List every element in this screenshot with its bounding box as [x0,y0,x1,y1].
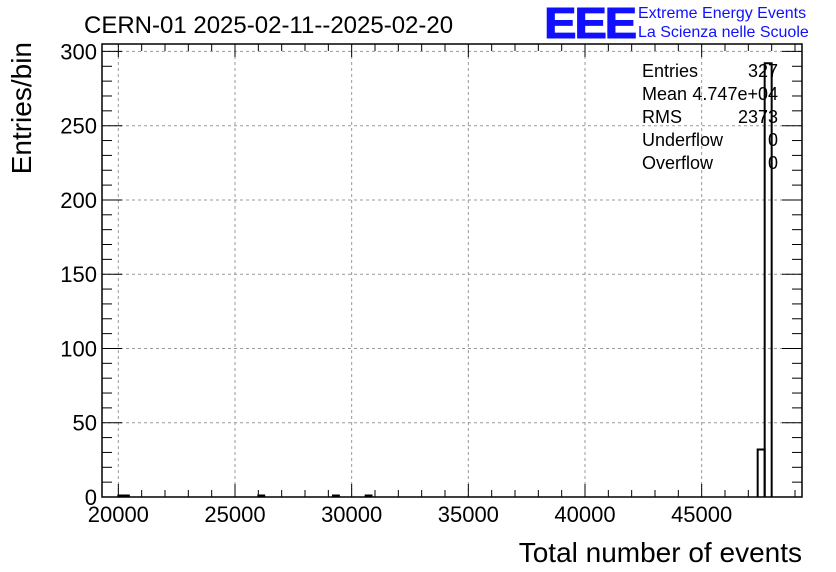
y-axis-label: Entries/bin [6,42,37,174]
x-tick-label: 40000 [554,502,615,527]
histogram-bin [756,448,766,497]
x-tick-label: 25000 [204,502,265,527]
stats-label: Mean [642,84,687,104]
x-tick-label: 45000 [671,502,732,527]
stats-value: 2373 [738,107,778,127]
x-tick-labels: 20000 25000 30000 35000 40000 45000 [88,502,733,527]
stats-value: 4.747e+04 [692,84,778,104]
stats-value: 0 [768,153,778,173]
x-tick-label: 20000 [88,502,149,527]
y-tick-label: 100 [60,336,97,361]
plot-frame [101,43,803,498]
stats-label: Entries [642,61,698,81]
y-tick-label: 250 [60,114,97,139]
histogram-bin [763,62,773,497]
y-tick-label: 300 [60,39,97,64]
y-tick-labels: 0 50 100 150 200 250 300 [60,39,97,510]
y-tick-label: 200 [60,188,97,213]
eee-logo-mark: EEE [544,3,636,41]
stats-label: Overflow [642,153,714,173]
logo-caption: Extreme Energy Events La Scienza nelle S… [638,4,809,42]
logo-line-2: La Scienza nelle Scuole [638,24,809,41]
histogram-bars [117,62,773,497]
x-tick-label: 30000 [321,502,382,527]
chart-title: CERN-01 2025-02-11--2025-02-20 [84,12,453,39]
stats-label: Underflow [642,130,724,150]
stats-value: 0 [768,130,778,150]
logo-mark-text: EEE [544,3,636,41]
x-tick-label: 35000 [438,502,499,527]
stats-label: RMS [642,107,682,127]
y-tick-label: 0 [85,485,97,510]
axis-ticks [102,44,802,498]
x-axis-label: Total number of events [519,537,802,568]
stats-box: Entries 327 Mean 4.747e+04 RMS 2373 Underflow 0… [642,61,778,173]
y-tick-label: 50 [73,411,97,436]
grid-lines [102,44,802,498]
y-tick-label: 150 [60,262,97,287]
logo-line-1: Extreme Energy Events [638,5,807,22]
stats-value: 327 [748,61,778,81]
